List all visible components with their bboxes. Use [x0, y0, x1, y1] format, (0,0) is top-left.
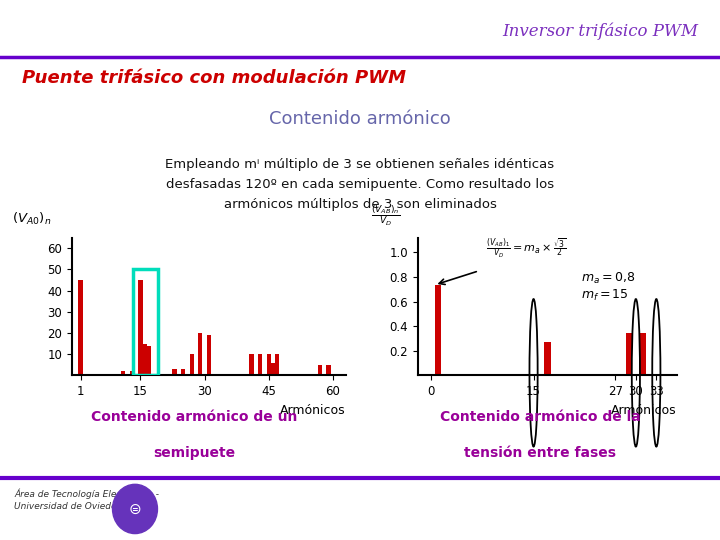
Bar	[435, 285, 441, 375]
Bar	[147, 346, 151, 375]
Bar	[130, 371, 134, 375]
Bar	[121, 371, 125, 375]
Bar	[544, 342, 551, 375]
Bar	[132, 269, 158, 375]
Bar	[326, 364, 330, 375]
Bar	[189, 354, 194, 375]
Text: Contenido armónico: Contenido armónico	[269, 110, 451, 128]
Text: $m_a=0{,}8$
$m_f=15$: $m_a=0{,}8$ $m_f=15$	[581, 271, 636, 303]
Bar	[639, 334, 646, 375]
Bar	[271, 362, 275, 375]
Bar	[198, 333, 202, 375]
Circle shape	[112, 484, 158, 534]
Text: ⊜: ⊜	[129, 502, 141, 516]
Text: Empleando mⁱ múltiplo de 3 se obtienen señales idénticas
desfasadas 120º en cada: Empleando mⁱ múltiplo de 3 se obtienen s…	[166, 158, 554, 211]
Text: $\frac{(V_{AB})_n}{V_D}$: $\frac{(V_{AB})_n}{V_D}$	[371, 203, 400, 227]
Bar	[138, 280, 143, 375]
Bar	[266, 354, 271, 375]
Text: tensión entre fases: tensión entre fases	[464, 446, 616, 460]
Bar	[173, 369, 176, 375]
Text: Inversor trifásico PWM: Inversor trifásico PWM	[503, 23, 698, 40]
Text: Contenido armónico de un: Contenido armónico de un	[91, 410, 297, 424]
X-axis label: Armónicos: Armónicos	[611, 403, 677, 416]
Bar	[207, 335, 211, 375]
Text: Puente trifásico con modulación PWM: Puente trifásico con modulación PWM	[22, 69, 405, 87]
Text: $(V_{A0})_n$: $(V_{A0})_n$	[12, 211, 51, 227]
Bar	[249, 354, 253, 375]
Bar	[78, 280, 83, 375]
Bar	[258, 354, 262, 375]
Text: Área de Tecnología Electrónica -
Universidad de Oviedo: Área de Tecnología Electrónica - Univers…	[14, 488, 159, 511]
Bar	[181, 369, 185, 375]
Text: Contenido armónico de la: Contenido armónico de la	[440, 410, 640, 424]
Text: semipuete: semipuete	[153, 446, 235, 460]
Bar	[275, 354, 279, 375]
X-axis label: Armónicos: Armónicos	[280, 403, 346, 416]
Bar	[143, 343, 147, 375]
Bar	[318, 364, 322, 375]
Bar	[626, 334, 632, 375]
Text: $\frac{(V_{AB})_1}{V_D}=m_a\times\frac{\sqrt{3}}{2}$: $\frac{(V_{AB})_1}{V_D}=m_a\times\frac{\…	[486, 237, 567, 260]
